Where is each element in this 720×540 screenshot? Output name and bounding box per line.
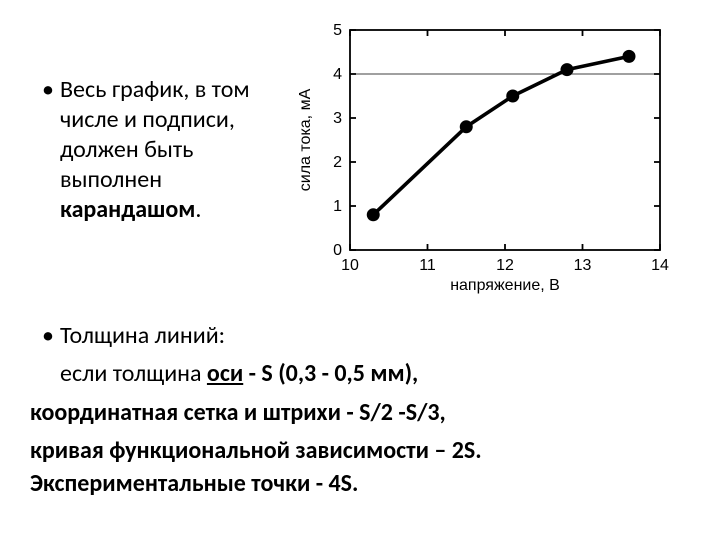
svg-text:10: 10 <box>341 257 359 274</box>
bullet-dot-icon: • <box>42 320 54 352</box>
chart-current-vs-voltage: 1011121314012345напряжение, Всила тока, … <box>290 20 670 300</box>
svg-text:4: 4 <box>333 66 342 83</box>
svg-text:2: 2 <box>333 154 342 171</box>
top-row: • Весь график, в том числе и подписи, до… <box>0 20 720 300</box>
svg-text:напряжение, В: напряжение, В <box>450 277 560 294</box>
line-axis-pre: если толщина <box>60 359 207 388</box>
line-axis-post: - S (0,3 - 0,5 мм), <box>243 359 418 388</box>
svg-text:1: 1 <box>333 198 342 215</box>
line-curve-thickness: кривая функциональной зависимости – 2S. … <box>30 435 690 500</box>
bullet-pencil-bold: карандашом <box>60 195 195 224</box>
svg-text:14: 14 <box>651 257 669 274</box>
chart-svg: 1011121314012345напряжение, Всила тока, … <box>290 20 670 300</box>
svg-text:3: 3 <box>333 110 342 127</box>
bullet-thickness-text: Толщина линий: <box>60 321 225 350</box>
svg-text:5: 5 <box>333 22 342 39</box>
body-text: • Толщина линий: если толщина оси - S (0… <box>30 320 690 506</box>
svg-text:сила тока, мА: сила тока, мА <box>297 88 314 191</box>
bullet-pencil-period: . <box>195 195 201 224</box>
svg-text:0: 0 <box>333 242 342 259</box>
line-grid-thickness: координатная сетка и штрихи - S/2 -S/3, <box>30 397 690 429</box>
bullet-pencil: • Весь график, в том числе и подписи, до… <box>60 75 275 225</box>
bullet-dot-icon: • <box>42 75 54 105</box>
line-axis-underline: оси <box>207 359 243 388</box>
line-axis-thickness: если толщина оси - S (0,3 - 0,5 мм), <box>30 358 690 390</box>
bullet-thickness: • Толщина линий: <box>30 320 690 352</box>
svg-text:11: 11 <box>419 257 436 274</box>
bullet-pencil-text: Весь график, в том числе и подписи, долж… <box>60 75 250 194</box>
svg-text:13: 13 <box>574 257 592 274</box>
slide: • Весь график, в том числе и подписи, до… <box>0 0 720 540</box>
svg-text:12: 12 <box>496 257 514 274</box>
